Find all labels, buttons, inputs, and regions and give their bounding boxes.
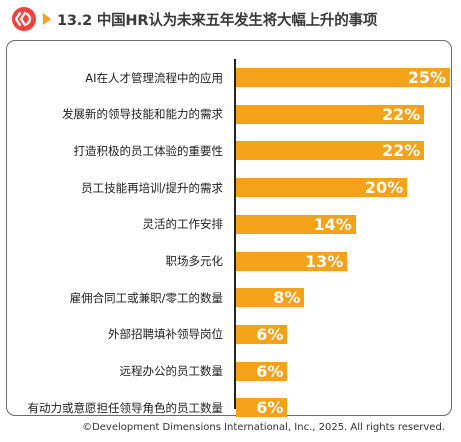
category-label: 发展新的领导技能和能力的需求	[62, 107, 223, 122]
bar-value-label: 25%	[407, 68, 446, 87]
chevron-right-icon	[43, 13, 51, 25]
category-label: AI在人才管理流程中的应用	[85, 70, 223, 85]
bar	[236, 141, 425, 161]
chart-header: 13.2 中国HR认为未来五年发生将大幅上升的事项	[12, 6, 377, 32]
category-label: 外部招聘填补领导岗位	[108, 327, 223, 342]
bar-value-label: 6%	[256, 398, 284, 418]
chart-panel	[6, 40, 452, 416]
bar	[236, 178, 408, 198]
ddi-logo-icon	[12, 7, 36, 31]
category-label: 灵活的工作安排	[142, 217, 224, 232]
bar-value-label: 6%	[256, 361, 284, 381]
bar	[236, 361, 288, 381]
bar	[236, 251, 348, 271]
bar-value-label: 8%	[273, 288, 301, 308]
bar	[236, 324, 288, 344]
category-label: 有动力或意愿担任领导角色的员工数量	[27, 400, 224, 415]
category-label: 打造积极的员工体验的重要性	[73, 143, 224, 158]
bar	[236, 104, 425, 124]
category-label: 雇佣合同工或兼职/零工的数量	[69, 290, 223, 305]
category-label: 远程办公的员工数量	[119, 364, 224, 379]
ddi-logo-mark	[14, 11, 32, 27]
bar-value-label: 22%	[382, 141, 421, 161]
category-label: 员工技能再培训/提升的需求	[81, 180, 223, 195]
bar	[236, 68, 450, 87]
bar	[236, 398, 288, 418]
category-label: 职场多元化	[165, 254, 224, 268]
bar-value-label: 13%	[304, 251, 344, 271]
bar-value-label: 6%	[256, 324, 284, 344]
copyright-footer: ©Development Dimensions International, I…	[82, 422, 445, 433]
bar	[236, 288, 305, 308]
bar-value-label: 22%	[382, 104, 421, 124]
bar	[236, 214, 356, 234]
y-axis-line	[234, 59, 236, 409]
bar-value-label: 20%	[364, 178, 404, 198]
chart-title: 13.2 中国HR认为未来五年发生将大幅上升的事项	[57, 12, 378, 29]
bar-value-label: 14%	[313, 214, 352, 234]
